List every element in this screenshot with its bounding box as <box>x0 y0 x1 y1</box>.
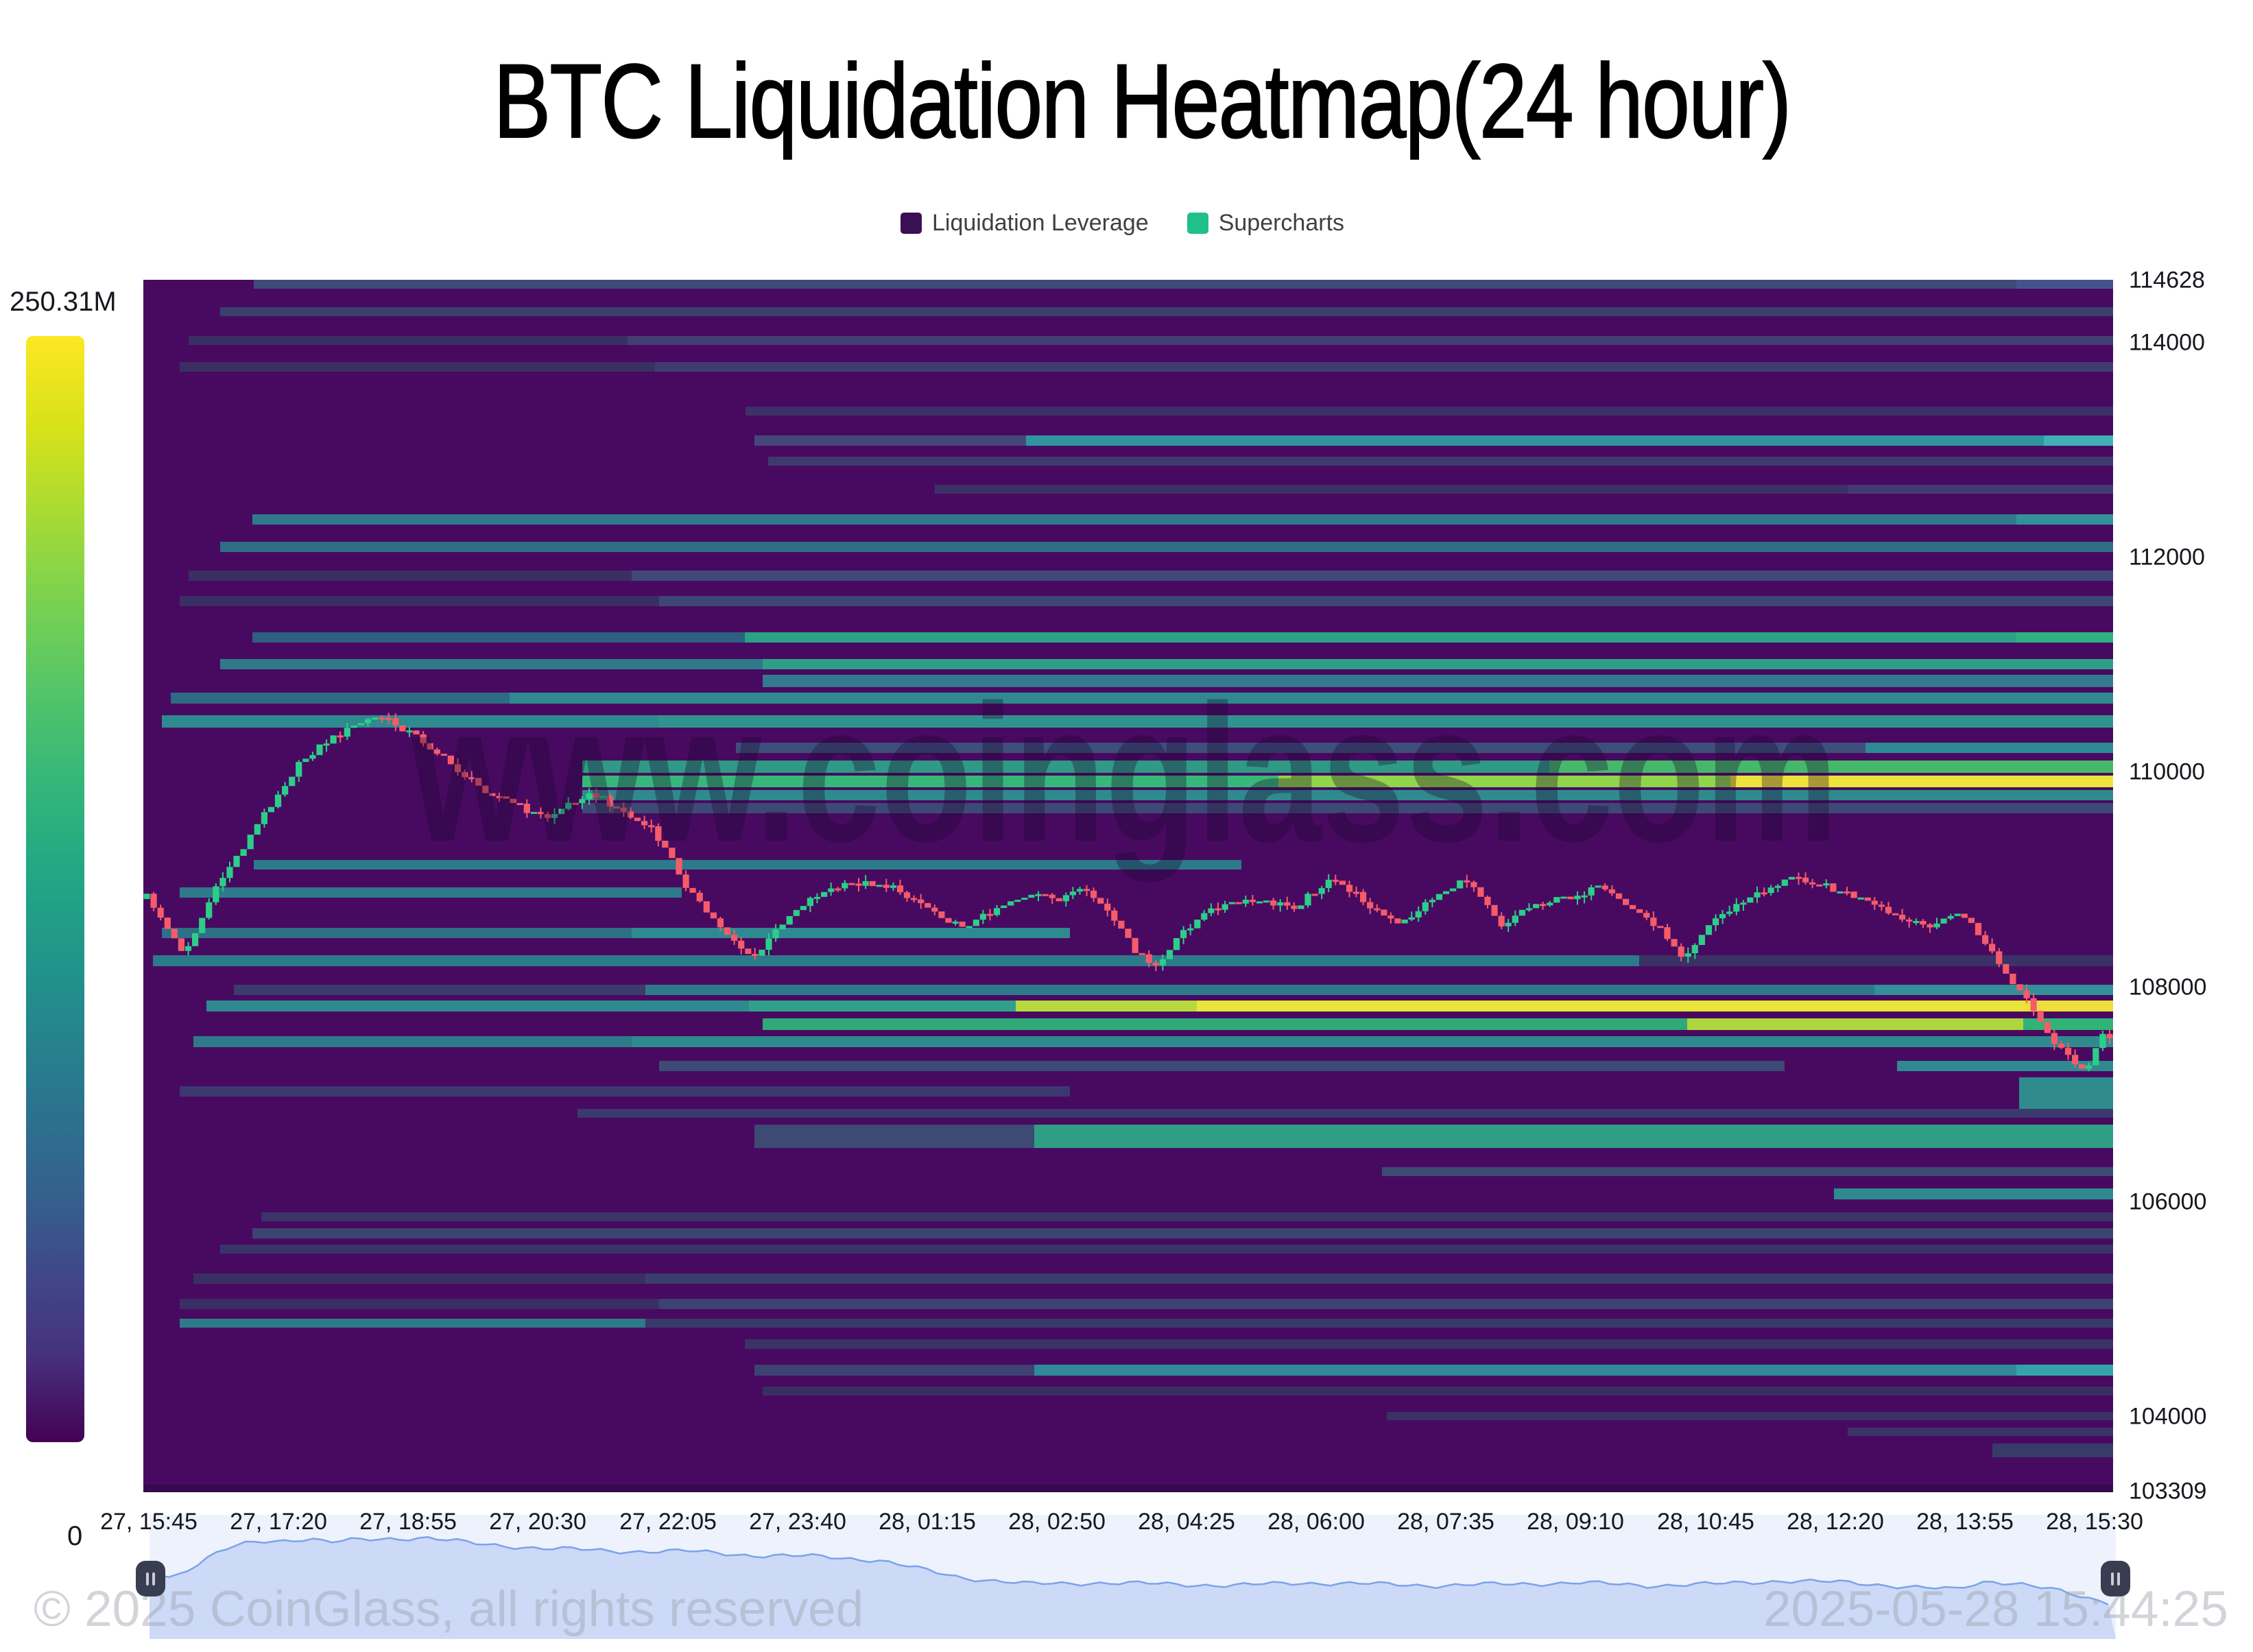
svg-text:www.coinglass.com: www.coinglass.com <box>409 665 1838 883</box>
